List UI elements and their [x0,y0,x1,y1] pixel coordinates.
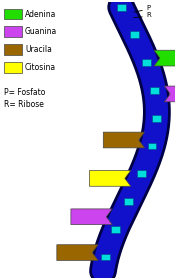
Bar [143,59,151,66]
Bar [101,254,110,260]
Bar [4,44,22,55]
Text: R= Ribose: R= Ribose [4,100,44,109]
Text: Adenina: Adenina [25,10,56,18]
Polygon shape [164,86,176,102]
Text: P= Fosfato: P= Fosfato [4,88,46,97]
Bar [111,226,120,233]
Bar [147,143,156,150]
Polygon shape [89,171,131,186]
Text: Guanina: Guanina [25,27,57,36]
Polygon shape [57,245,98,260]
Text: R: R [146,12,151,18]
Bar [152,115,161,122]
Text: Uracila: Uracila [25,45,52,54]
Bar [124,198,133,205]
Bar [150,87,159,94]
Polygon shape [154,50,176,66]
Bar [4,9,22,19]
Polygon shape [103,132,145,148]
Text: Citosina: Citosina [25,63,56,72]
Text: P: P [146,5,150,11]
Bar [130,31,139,38]
Polygon shape [71,209,112,225]
Bar [137,170,146,177]
Bar [117,4,126,11]
Bar [4,26,22,37]
Bar [4,62,22,73]
